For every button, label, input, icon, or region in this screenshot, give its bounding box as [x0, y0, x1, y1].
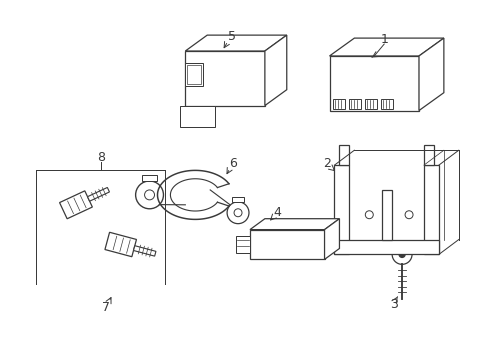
Polygon shape	[180, 105, 215, 127]
Polygon shape	[232, 197, 244, 202]
Text: 1: 1	[380, 33, 387, 46]
Polygon shape	[187, 65, 201, 84]
Polygon shape	[334, 165, 349, 255]
Polygon shape	[60, 191, 92, 219]
Polygon shape	[249, 219, 339, 230]
Circle shape	[398, 251, 404, 257]
Polygon shape	[423, 165, 438, 255]
Polygon shape	[185, 63, 203, 86]
Polygon shape	[133, 246, 156, 256]
Text: 7: 7	[102, 301, 110, 314]
Polygon shape	[382, 190, 391, 239]
Polygon shape	[264, 35, 286, 105]
Polygon shape	[365, 99, 376, 109]
Polygon shape	[333, 99, 345, 109]
Polygon shape	[87, 188, 109, 201]
Polygon shape	[105, 232, 136, 257]
Polygon shape	[142, 175, 157, 181]
Polygon shape	[185, 35, 286, 51]
Text: 8: 8	[97, 151, 104, 164]
Polygon shape	[381, 99, 392, 109]
Polygon shape	[329, 56, 418, 111]
Polygon shape	[418, 38, 443, 111]
Text: 5: 5	[227, 30, 236, 42]
Polygon shape	[236, 235, 249, 253]
Polygon shape	[185, 51, 264, 105]
Polygon shape	[423, 145, 433, 165]
Text: 4: 4	[272, 206, 280, 219]
Polygon shape	[329, 38, 443, 56]
Text: 6: 6	[229, 157, 237, 170]
Text: 3: 3	[389, 297, 397, 311]
Polygon shape	[349, 99, 361, 109]
Polygon shape	[339, 145, 349, 165]
Polygon shape	[324, 219, 339, 260]
Polygon shape	[249, 230, 324, 260]
Text: 2: 2	[323, 157, 331, 170]
Polygon shape	[334, 239, 438, 255]
